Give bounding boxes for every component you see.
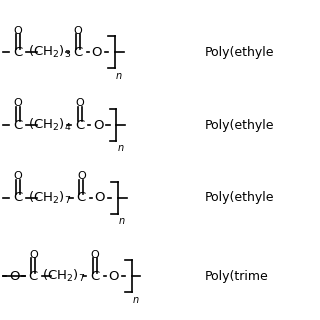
Text: O: O xyxy=(95,191,105,204)
Text: (CH$_2$)$_3$: (CH$_2$)$_3$ xyxy=(28,44,71,60)
Text: C: C xyxy=(13,119,22,132)
Text: O: O xyxy=(13,171,22,181)
Text: C: C xyxy=(77,191,86,204)
Text: n: n xyxy=(133,295,139,305)
Text: O: O xyxy=(75,98,84,108)
Text: n: n xyxy=(117,143,124,153)
Text: (CH$_2$)$_7$: (CH$_2$)$_7$ xyxy=(42,268,85,284)
Text: C: C xyxy=(29,270,38,283)
Text: O: O xyxy=(13,26,22,36)
Text: C: C xyxy=(13,46,22,59)
Text: O: O xyxy=(93,119,103,132)
Text: C: C xyxy=(75,119,84,132)
Text: O: O xyxy=(108,270,119,283)
Text: C: C xyxy=(13,191,22,204)
Text: C: C xyxy=(74,46,83,59)
Text: O: O xyxy=(92,46,102,59)
Text: C: C xyxy=(91,270,100,283)
Text: O: O xyxy=(9,270,20,283)
Text: O: O xyxy=(13,98,22,108)
Text: Poly(trime: Poly(trime xyxy=(205,270,268,283)
Text: (CH$_2$)$_4$: (CH$_2$)$_4$ xyxy=(28,117,71,133)
Text: n: n xyxy=(116,71,122,81)
Text: Poly(ethyle: Poly(ethyle xyxy=(205,46,274,59)
Text: O: O xyxy=(74,26,83,36)
Text: O: O xyxy=(91,250,100,260)
Text: (CH$_2$)$_7$: (CH$_2$)$_7$ xyxy=(28,190,71,206)
Text: Poly(ethyle: Poly(ethyle xyxy=(205,191,274,204)
Text: O: O xyxy=(77,171,86,181)
Text: Poly(ethyle: Poly(ethyle xyxy=(205,119,274,132)
Text: O: O xyxy=(29,250,38,260)
Text: n: n xyxy=(119,216,125,226)
